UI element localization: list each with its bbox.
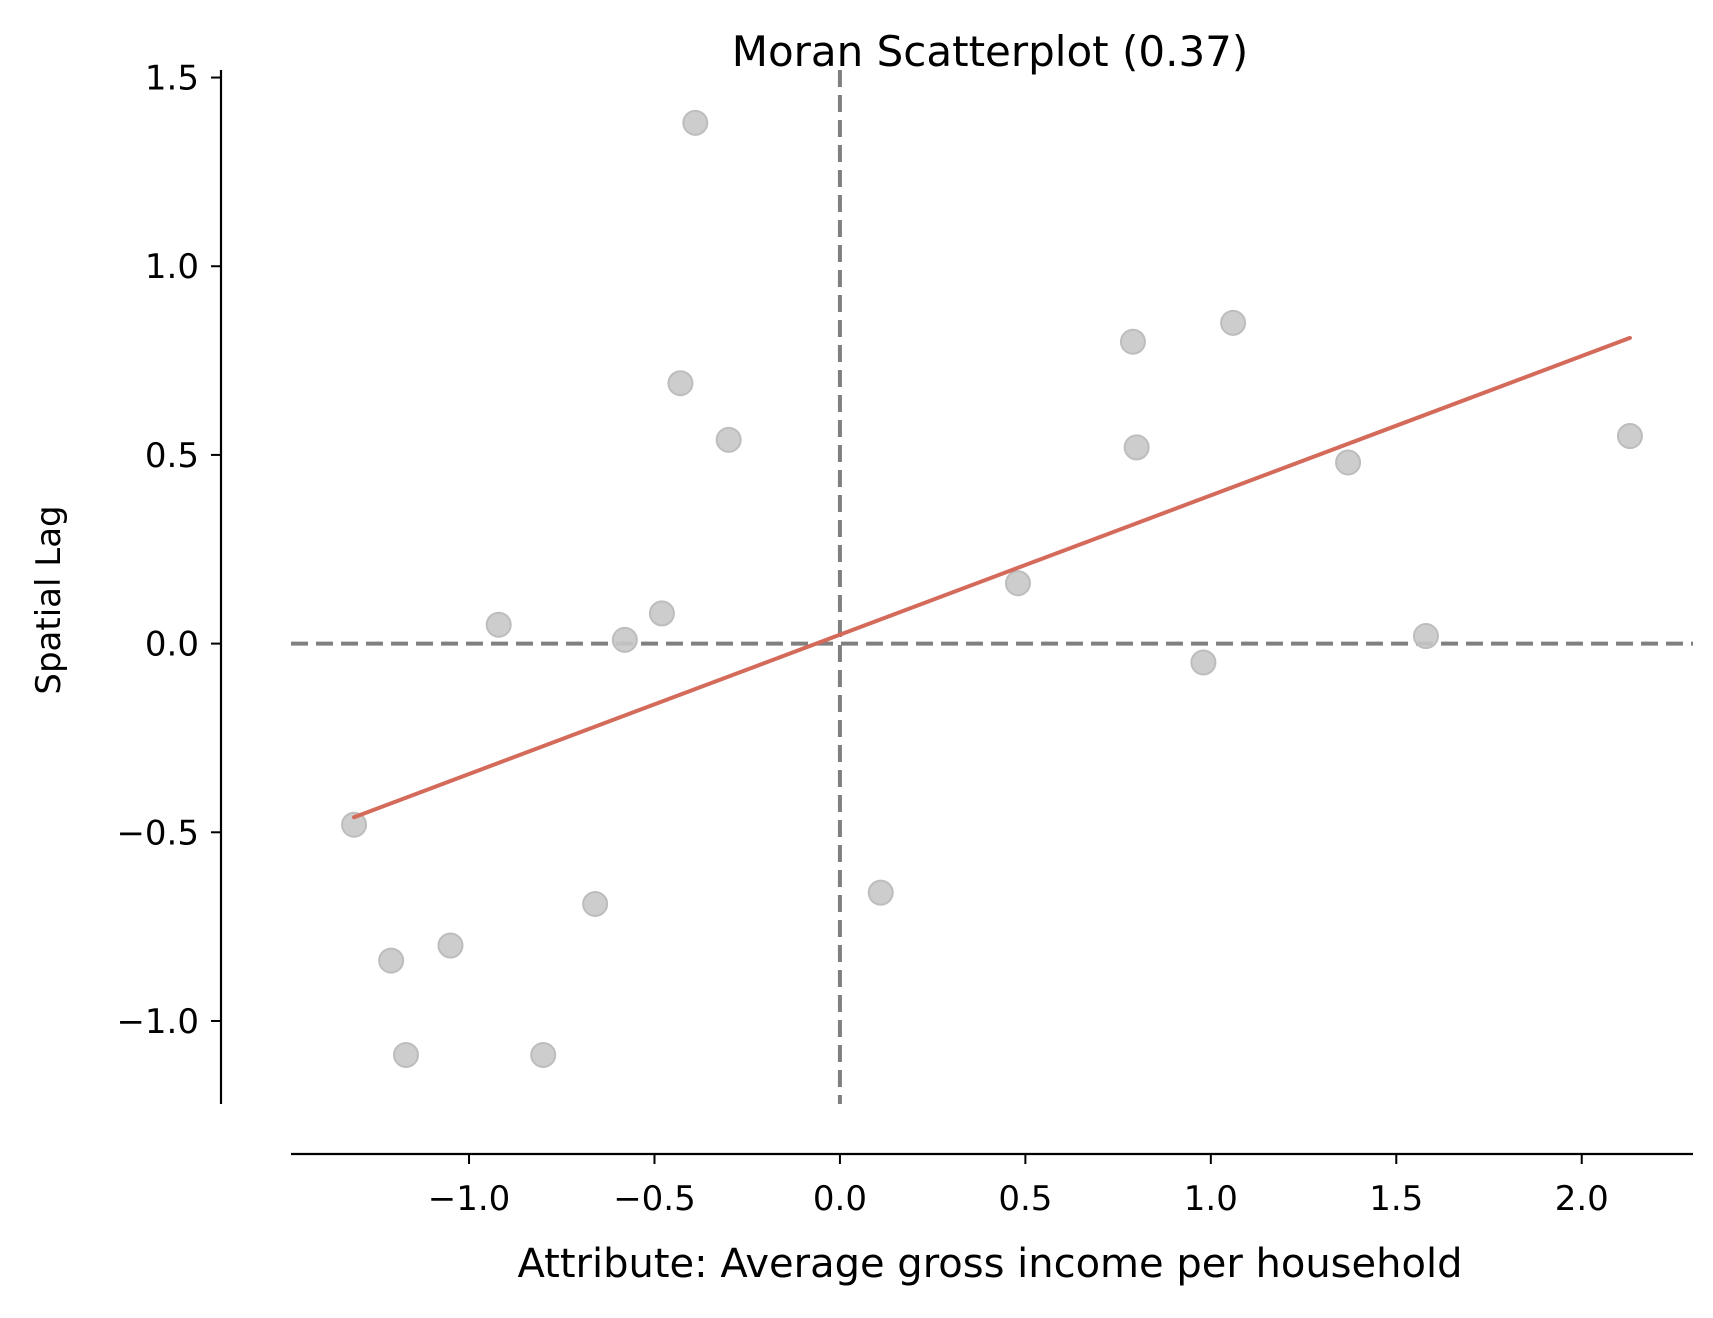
scatter-point — [667, 370, 694, 397]
x-tick-label: 1.5 — [1369, 1179, 1423, 1219]
fit-line — [352, 335, 1632, 820]
y-tick-label: −1.0 — [116, 1002, 199, 1042]
scatter-point — [715, 426, 742, 453]
scatter-point — [1123, 434, 1150, 461]
x-tick-label: 0.5 — [998, 1179, 1052, 1219]
scatter-point — [648, 600, 675, 627]
y-tick-label: 0.0 — [145, 625, 199, 665]
scatter-point — [437, 932, 464, 959]
scatter-point — [682, 109, 709, 136]
scatter-point — [1190, 649, 1217, 676]
scatter-points — [341, 109, 1643, 1068]
x-axis-label: Attribute: Average gross income per hous… — [518, 1241, 1463, 1287]
scatter-point — [867, 879, 894, 906]
x-tick-label: −0.5 — [613, 1179, 696, 1219]
y-tick-label: 0.5 — [145, 436, 199, 476]
scatter-point — [378, 947, 405, 974]
y-tick-label: 1.0 — [145, 247, 199, 287]
scatter-point — [1220, 309, 1247, 336]
scatter-point — [1412, 623, 1439, 650]
x-tick-label: −1.0 — [428, 1179, 511, 1219]
scatter-point — [1616, 423, 1643, 450]
y-tick-label: −0.5 — [116, 813, 199, 853]
x-tick-label: 2.0 — [1555, 1179, 1609, 1219]
scatter-point — [1335, 449, 1362, 476]
scatter-point — [1119, 328, 1146, 355]
scatter-point — [1004, 570, 1031, 597]
x-tick-label: 0.0 — [813, 1179, 867, 1219]
y-axis-label: Spatial Lag — [29, 505, 69, 694]
scatter-point — [392, 1041, 419, 1068]
axes: −1.0 −0.5 0.0 0.5 1.0 1.5 −1.0 −0.5 0.0 0.5 1.0 1.5… — [116, 59, 1693, 1219]
scatter-point — [485, 611, 512, 638]
scatter-point — [341, 811, 368, 838]
y-tick-label: 1.5 — [145, 59, 199, 99]
scatter-point — [530, 1041, 557, 1068]
scatter-point — [611, 626, 638, 653]
fit-line-layer — [352, 335, 1632, 820]
x-tick-label: 1.0 — [1184, 1179, 1238, 1219]
reference-lines — [291, 70, 1693, 1104]
scatter-point — [582, 890, 609, 917]
chart-title: Moran Scatterplot (0.37) — [732, 27, 1249, 76]
